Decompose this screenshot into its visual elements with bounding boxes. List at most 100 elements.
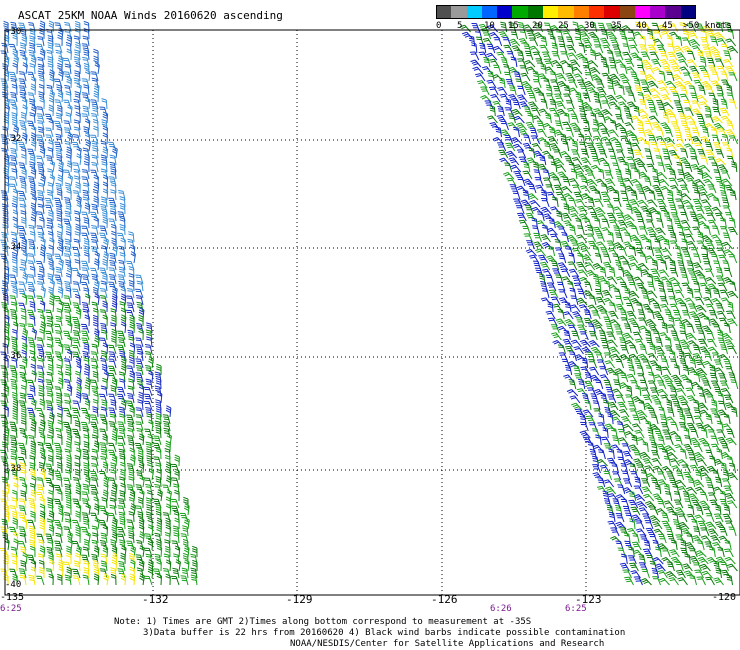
wind-barb: [111, 300, 118, 313]
wind-barb: [557, 80, 569, 89]
wind-barb: [557, 308, 565, 320]
colorbar-swatch: [604, 5, 621, 19]
wind-barb: [101, 209, 108, 222]
wind-barb: [603, 479, 615, 488]
wind-barb: [642, 513, 652, 523]
wind-barb: [681, 282, 692, 292]
wind-barb: [500, 57, 509, 68]
wind-barb: [46, 406, 54, 418]
wind-barb: [73, 560, 81, 572]
wind-barb: [513, 126, 520, 138]
wind-barb: [557, 325, 569, 334]
wind-barb: [597, 449, 606, 460]
wind-barb: [108, 477, 117, 488]
wind-barb: [47, 504, 54, 516]
wind-barb: [631, 514, 643, 523]
wind-barb: [645, 318, 657, 327]
wind-barb: [669, 240, 679, 250]
wind-barb: [83, 560, 90, 572]
wind-barb: [629, 44, 640, 54]
wind-barb: [81, 176, 90, 187]
wind-barb: [724, 22, 733, 33]
wind-barb: [155, 462, 162, 474]
wind-barb: [584, 135, 595, 145]
wind-barb: [31, 475, 37, 488]
wind-barb: [584, 72, 594, 82]
wind-barb: [66, 160, 73, 173]
wind-barb: [80, 526, 90, 537]
wind-barb: [665, 526, 674, 537]
wind-barb: [19, 364, 27, 376]
wind-barb: [662, 148, 671, 159]
colorbar-label: 45: [662, 21, 673, 31]
wind-barb: [611, 80, 623, 89]
wind-barb: [681, 45, 694, 54]
wind-barb: [697, 231, 704, 243]
wind-barb: [45, 568, 54, 579]
wind-barb: [567, 280, 575, 292]
wind-barb: [81, 330, 90, 341]
wind-barb: [586, 142, 597, 152]
wind-barb: [707, 193, 719, 201]
wind-barb: [498, 149, 509, 159]
wind-barb: [67, 132, 73, 145]
wind-barb: [631, 178, 643, 187]
wind-barb: [674, 80, 686, 89]
wind-barb: [47, 56, 54, 68]
wind-barb: [72, 351, 81, 362]
lon-label: -120: [712, 592, 737, 603]
wind-barb: [39, 146, 46, 159]
wind-barb: [74, 293, 81, 306]
wind-barb: [517, 58, 527, 68]
wind-barb: [614, 141, 624, 152]
wind-barb: [649, 88, 661, 96]
wind-barb: [730, 379, 739, 390]
wind-barb: [588, 340, 600, 348]
wind-barb: [56, 126, 63, 138]
wind-barb: [90, 246, 99, 257]
wind-barb: [724, 539, 732, 551]
wind-barb: [66, 461, 72, 474]
wind-barb: [712, 542, 723, 551]
wind-barb: [715, 149, 725, 159]
wind-barb: [565, 136, 577, 145]
wind-barb: [29, 350, 36, 362]
wind-barb: [40, 237, 46, 250]
colorbar-border: [436, 5, 696, 19]
wind-barb: [21, 132, 28, 145]
wind-barb: [30, 83, 37, 96]
wind-barb: [573, 73, 585, 82]
wind-barb: [27, 295, 36, 306]
wind-barb: [718, 254, 729, 264]
wind-barb: [535, 267, 544, 278]
wind-barb: [47, 497, 54, 509]
wind-barb: [644, 500, 657, 509]
wind-barb: [109, 210, 117, 222]
wind-barb: [707, 247, 718, 257]
wind-barb: [639, 379, 649, 390]
wind-barb: [156, 545, 163, 558]
wind-barb: [637, 199, 649, 208]
wind-barb: [144, 344, 153, 355]
wind-barb: [666, 452, 678, 460]
wind-barb: [673, 499, 684, 509]
wind-barb: [719, 490, 727, 502]
wind-barb: [635, 21, 643, 33]
wind-barb: [620, 317, 630, 327]
wind-barb: [651, 58, 662, 68]
wind-barb: [627, 29, 636, 40]
wind-barb: [693, 189, 701, 201]
wind-barb: [503, 63, 511, 75]
wind-barb: [65, 287, 72, 299]
wind-barb: [643, 176, 652, 187]
wind-barb: [580, 421, 589, 432]
wind-barb: [701, 253, 711, 264]
wind-barb: [497, 106, 505, 117]
wind-barb: [635, 500, 648, 509]
wind-barb: [617, 547, 626, 558]
wind-barb: [30, 125, 37, 138]
colorbar-swatch: [543, 5, 559, 19]
wind-barb: [624, 287, 631, 299]
wind-barb: [714, 414, 722, 425]
wind-barb: [594, 98, 602, 110]
